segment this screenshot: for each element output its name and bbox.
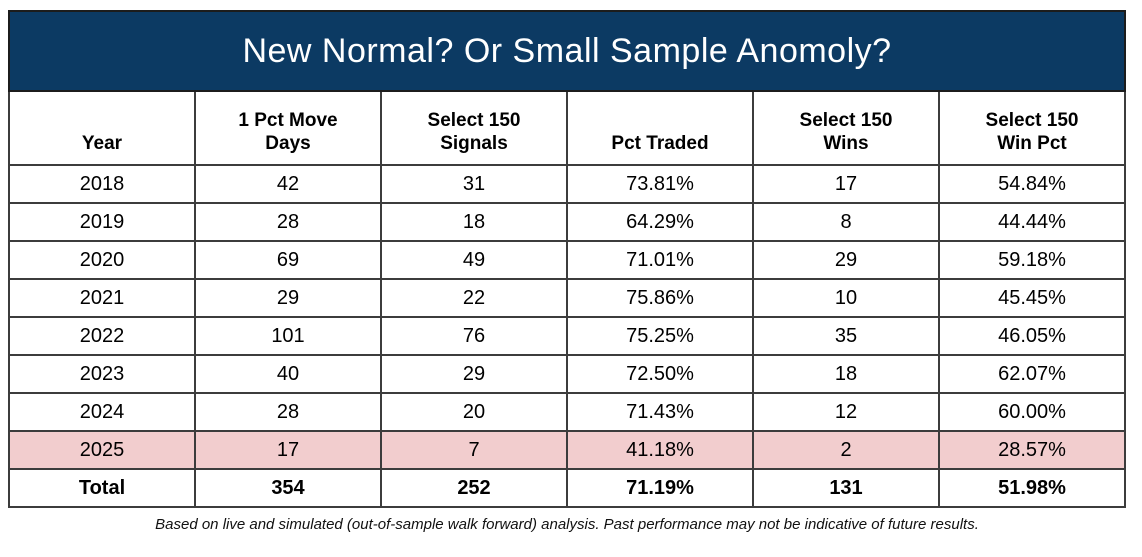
table-cell: 2021 <box>8 278 196 318</box>
table-cell: 71.01% <box>566 240 754 280</box>
table-cell: 8 <box>752 202 940 242</box>
table-cell: 73.81% <box>566 164 754 204</box>
table-cell: 72.50% <box>566 354 754 394</box>
column-header-pct-traded: Pct Traded <box>566 90 754 166</box>
table-cell: 2018 <box>8 164 196 204</box>
column-header-1pct-move-days: 1 Pct Move Days <box>194 90 382 166</box>
column-header-row: Year 1 Pct Move Days Select 150 Signals … <box>8 90 1126 166</box>
table-cell: 18 <box>380 202 568 242</box>
table-row-total: Total 354 252 71.19% 131 51.98% <box>8 468 1126 508</box>
table-cell: 64.29% <box>566 202 754 242</box>
column-header-select150-win-pct: Select 150 Win Pct <box>938 90 1126 166</box>
table-cell: 29 <box>380 354 568 394</box>
table-row: 2024 28 20 71.43% 12 60.00% <box>8 392 1126 432</box>
performance-table: New Normal? Or Small Sample Anomoly? Yea… <box>8 10 1126 508</box>
disclaimer-footnote: Based on live and simulated (out-of-samp… <box>155 516 979 533</box>
page-title: New Normal? Or Small Sample Anomoly? <box>8 10 1126 92</box>
column-header-select150-signals: Select 150 Signals <box>380 90 568 166</box>
table-cell: 76 <box>380 316 568 356</box>
table-cell: 252 <box>380 468 568 508</box>
table-row: 2021 29 22 75.86% 10 45.45% <box>8 278 1126 318</box>
table-cell: 22 <box>380 278 568 318</box>
table-cell: 60.00% <box>938 392 1126 432</box>
table-cell: 17 <box>194 430 382 470</box>
table-cell: 40 <box>194 354 382 394</box>
table-cell: 28 <box>194 392 382 432</box>
table-cell: 35 <box>752 316 940 356</box>
table-cell: 51.98% <box>938 468 1126 508</box>
table-cell: 28 <box>194 202 382 242</box>
table-cell: 2019 <box>8 202 196 242</box>
table-cell: 101 <box>194 316 382 356</box>
table-cell: 2024 <box>8 392 196 432</box>
table-cell: 69 <box>194 240 382 280</box>
table-cell: 59.18% <box>938 240 1126 280</box>
table-row: 2025 17 7 41.18% 2 28.57% <box>8 430 1126 470</box>
table-cell: 2023 <box>8 354 196 394</box>
table-cell: 71.43% <box>566 392 754 432</box>
table-cell: 2025 <box>8 430 196 470</box>
table-row: 2018 42 31 73.81% 17 54.84% <box>8 164 1126 204</box>
table-cell: 2 <box>752 430 940 470</box>
table-cell: 2020 <box>8 240 196 280</box>
table-cell: 42 <box>194 164 382 204</box>
table-cell: 49 <box>380 240 568 280</box>
table-cell: 28.57% <box>938 430 1126 470</box>
performance-table-container: New Normal? Or Small Sample Anomoly? Yea… <box>8 10 1126 508</box>
table-row: 2022 101 76 75.25% 35 46.05% <box>8 316 1126 356</box>
table-cell: 12 <box>752 392 940 432</box>
table-cell: 29 <box>752 240 940 280</box>
table-cell: 44.44% <box>938 202 1126 242</box>
table-row: 2019 28 18 64.29% 8 44.44% <box>8 202 1126 242</box>
table-row: 2020 69 49 71.01% 29 59.18% <box>8 240 1126 280</box>
table-cell: 7 <box>380 430 568 470</box>
table-cell: 354 <box>194 468 382 508</box>
table-cell: 18 <box>752 354 940 394</box>
table-cell: 17 <box>752 164 940 204</box>
title-row: New Normal? Or Small Sample Anomoly? <box>8 10 1126 92</box>
table-cell: 31 <box>380 164 568 204</box>
table-cell: 71.19% <box>566 468 754 508</box>
table-cell: 20 <box>380 392 568 432</box>
table-cell: 131 <box>752 468 940 508</box>
column-header-select150-wins: Select 150 Wins <box>752 90 940 166</box>
table-cell: 45.45% <box>938 278 1126 318</box>
table-cell: 75.25% <box>566 316 754 356</box>
table-cell: 46.05% <box>938 316 1126 356</box>
table-cell: 10 <box>752 278 940 318</box>
table-cell: 62.07% <box>938 354 1126 394</box>
table-body: 2018 42 31 73.81% 17 54.84% 2019 28 18 64.29% 8 44.… <box>8 164 1126 508</box>
column-header-year: Year <box>8 90 196 166</box>
table-cell: Total <box>8 468 196 508</box>
table-cell: 29 <box>194 278 382 318</box>
table-cell: 75.86% <box>566 278 754 318</box>
table-cell: 54.84% <box>938 164 1126 204</box>
table-cell: 41.18% <box>566 430 754 470</box>
table-cell: 2022 <box>8 316 196 356</box>
table-row: 2023 40 29 72.50% 18 62.07% <box>8 354 1126 394</box>
